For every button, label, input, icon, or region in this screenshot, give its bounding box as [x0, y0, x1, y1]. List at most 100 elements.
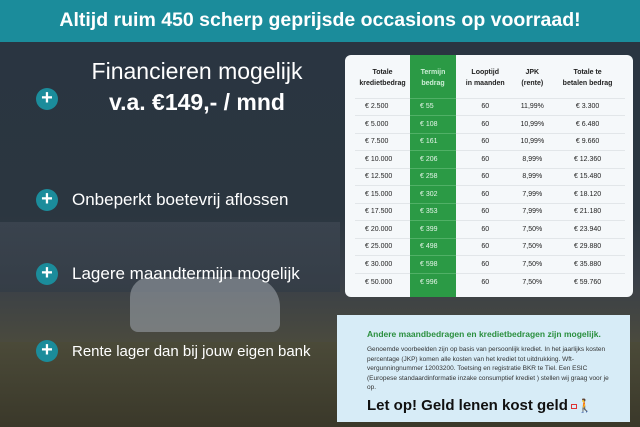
table-cell: 60 — [456, 115, 515, 133]
table-cell: € 10.000 — [355, 150, 410, 168]
table-cell: 60 — [456, 255, 515, 273]
table-cell: € 21.180 — [550, 202, 625, 221]
column-header-line: Looptijd — [471, 68, 500, 76]
table-cell: € 17.500 — [355, 202, 410, 221]
feature-repay: + Onbeperkt boetevrij aflossen — [36, 189, 288, 211]
walking-person-with-weight-icon: 🚶 — [570, 398, 593, 414]
table-cell: 10,99% — [514, 132, 551, 151]
table-cell: 7,50% — [514, 272, 551, 291]
table-cell: € 30.000 — [355, 255, 410, 273]
loan-table: Totale kredietbedrag Termijn bedrag Looptijd… — [355, 58, 625, 291]
table-cell: 7,50% — [514, 255, 551, 273]
table-cell: 10,99% — [514, 115, 551, 133]
table-cell: 60 — [456, 272, 515, 291]
info-panel: Andere maandbedragen en kredietbedragen … — [337, 315, 630, 422]
feature-text: Lagere maandtermijn mogelijk — [72, 264, 300, 283]
table-cell: € 29.880 — [550, 237, 625, 256]
column-header: JPK (rente) — [514, 58, 550, 98]
table-row: € 50.000 € 996 60 7,50% € 59.760 — [355, 272, 625, 291]
table-cell: € 15.480 — [550, 167, 625, 186]
header-banner: Altijd ruim 450 scherp geprijsde occasio… — [0, 0, 640, 42]
table-cell: € 7.500 — [355, 132, 410, 151]
table-cell: 60 — [456, 167, 515, 186]
table-cell: € 25.000 — [355, 237, 410, 256]
table-cell: € 6.480 — [550, 115, 625, 133]
table-cell: 60 — [456, 132, 515, 151]
feature-text: Rente lager dan bij jouw eigen bank — [72, 342, 311, 360]
table-row: € 20.000 € 399 60 7,50% € 23.940 — [355, 220, 625, 238]
table-cell: € 12.360 — [550, 150, 625, 168]
table-cell: € 20.000 — [355, 220, 410, 238]
column-header-line: kredietbedrag — [359, 79, 406, 87]
column-header-line: (rente) — [521, 79, 544, 87]
table-cell: € 5.000 — [355, 115, 410, 133]
table-row: € 15.000 € 302 60 7,99% € 18.120 — [355, 185, 625, 203]
column-header-line: betalen bedrag — [562, 79, 613, 87]
table-row: € 30.000 € 598 60 7,50% € 35.880 — [355, 255, 625, 273]
warning-text: Let op! Geld lenen kost geld 🚶 — [367, 397, 593, 414]
table-cell: € 996 — [410, 272, 456, 291]
table-cell: € 9.660 — [550, 132, 625, 151]
column-header-line: bedrag — [421, 79, 445, 87]
feature-text: Onbeperkt boetevrij aflossen — [72, 190, 289, 209]
info-heading: Andere maandbedragen en kredietbedragen … — [367, 329, 601, 339]
column-header-line: JPK — [525, 68, 540, 76]
feature-financing: + Financieren mogelijk v.a. €149,- / mnd — [36, 58, 322, 120]
column-header: Totale kredietbedrag — [355, 58, 410, 98]
table-cell: € 23.940 — [550, 220, 625, 238]
table-cell: 11,99% — [514, 97, 551, 116]
table-cell: € 108 — [410, 115, 456, 133]
table-cell: € 498 — [410, 237, 456, 256]
table-row: € 2.500 € 55 60 11,99% € 3.300 — [355, 97, 625, 116]
plus-icon: + — [36, 189, 58, 211]
plus-icon: + — [36, 88, 58, 110]
table-row: € 12.500 € 258 60 8,99% € 15.480 — [355, 167, 625, 186]
table-cell: € 3.300 — [550, 97, 625, 116]
table-row: € 25.000 € 498 60 7,50% € 29.880 — [355, 237, 625, 256]
table-cell: 8,99% — [514, 167, 551, 186]
feature-rate: + Rente lager dan bij jouw eigen bank — [36, 340, 311, 362]
feature-title: Financieren mogelijk — [91, 58, 303, 84]
table-cell: € 161 — [410, 132, 456, 151]
column-header: Termijn bedrag — [410, 58, 456, 98]
table-row: € 17.500 € 353 60 7,99% € 21.180 — [355, 202, 625, 221]
table-cell: 7,99% — [514, 202, 551, 221]
table-cell: € 35.880 — [550, 255, 625, 273]
table-cell: 8,99% — [514, 150, 551, 168]
column-header-line: in maanden — [465, 79, 505, 87]
table-cell: € 59.760 — [550, 272, 625, 291]
table-cell: € 55 — [410, 97, 456, 116]
table-cell: € 18.120 — [550, 185, 625, 203]
column-header-line: Totale te — [573, 68, 602, 76]
table-cell: € 353 — [410, 202, 456, 221]
feature-lower-term: + Lagere maandtermijn mogelijk — [36, 263, 300, 285]
table-cell: € 15.000 — [355, 185, 410, 203]
table-cell: € 2.500 — [355, 97, 410, 116]
table-cell: 60 — [456, 202, 515, 221]
plus-icon: + — [36, 340, 58, 362]
info-body: Genoemde voorbeelden zijn op basis van p… — [367, 346, 609, 391]
table-cell: 60 — [456, 237, 515, 256]
column-header: Totale te betalen bedrag — [550, 58, 625, 98]
table-cell: 60 — [456, 220, 515, 238]
column-header-line: Termijn — [420, 68, 446, 76]
column-header-line: Totale — [372, 68, 393, 76]
table-cell: € 206 — [410, 150, 456, 168]
warning-label: Let op! Geld lenen kost geld — [367, 397, 568, 414]
table-cell: 60 — [456, 97, 515, 116]
table-row: € 5.000 € 108 60 10,99% € 6.480 — [355, 115, 625, 133]
table-cell: € 399 — [410, 220, 456, 238]
table-cell: 7,99% — [514, 185, 551, 203]
plus-icon: + — [36, 263, 58, 285]
table-cell: 7,50% — [514, 220, 551, 238]
table-row: € 10.000 € 206 60 8,99% € 12.360 — [355, 150, 625, 168]
car-image — [130, 277, 280, 332]
table-cell: € 12.500 — [355, 167, 410, 186]
table-cell: € 598 — [410, 255, 456, 273]
column-header: Looptijd in maanden — [456, 58, 514, 98]
table-cell: 7,50% — [514, 237, 551, 256]
table-cell: 60 — [456, 150, 515, 168]
table-cell: € 302 — [410, 185, 456, 203]
table-cell: 60 — [456, 185, 515, 203]
feature-price: v.a. €149,- / mnd — [109, 89, 285, 115]
